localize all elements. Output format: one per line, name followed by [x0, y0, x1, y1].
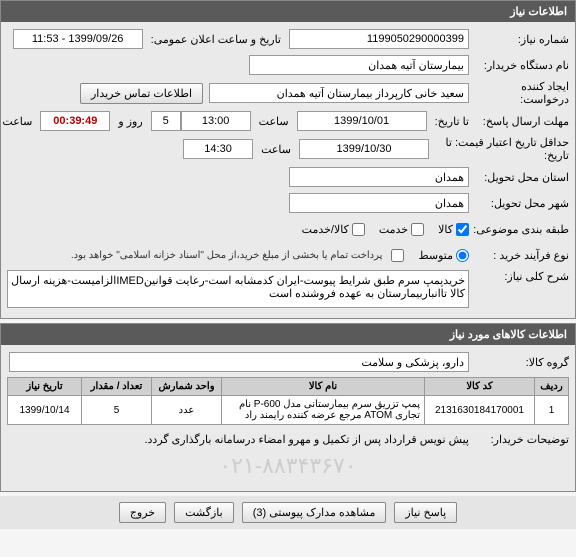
deadline-date-input[interactable]	[297, 111, 427, 131]
treasury-note: پرداخت تمام یا بخشی از مبلغ خرید،از محل …	[71, 250, 383, 261]
exit-button[interactable]: خروج	[119, 502, 166, 523]
chk-service-label: خدمت	[379, 223, 408, 236]
row-niaz-no: شماره نیاز: تاریخ و ساعت اعلان عمومی:	[7, 28, 569, 50]
days-input[interactable]	[151, 111, 181, 131]
th-date: تاریخ نیاز	[8, 378, 82, 396]
niaz-no-label: شماره نیاز:	[469, 33, 569, 46]
row-deadline: مهلت ارسال پاسخ: تا تاریخ: ساعت روز و سا…	[7, 110, 569, 132]
chk-goods-service[interactable]: کالا/خدمت	[302, 223, 365, 236]
valid-label: حداقل تاریخ اعتبار قیمت: تا تاریخ:	[429, 136, 569, 162]
deliver-prov-input[interactable]	[289, 167, 469, 187]
proc-label: نوع فرآیند خرید :	[469, 249, 569, 262]
th-code: کد کالا	[425, 378, 535, 396]
cell-unit: عدد	[152, 396, 222, 425]
need-info-header: اطلاعات نیاز	[1, 1, 575, 22]
th-row: ردیف	[535, 378, 569, 396]
watermark-phone: ۰۲۱-۸۸۳۴۳۶۷۰	[7, 453, 569, 479]
radio-mid-input[interactable]	[456, 249, 469, 262]
deliver-city-label: شهر محل تحویل:	[469, 197, 569, 210]
row-proc: نوع فرآیند خرید : متوسط پرداخت تمام یا ب…	[7, 244, 569, 266]
group-label: گروه کالا:	[469, 356, 569, 369]
cell-n: 1	[535, 396, 569, 425]
footer-bar: پاسخ نیاز مشاهده مدارک پیوستی (3) بازگشت…	[0, 496, 576, 529]
niaz-no-input[interactable]	[289, 29, 469, 49]
th-name: نام کالا	[222, 378, 425, 396]
pub-input[interactable]	[13, 29, 143, 49]
items-table: ردیف کد کالا نام کالا واحد شمارش تعداد /…	[7, 377, 569, 425]
chk-goods-input[interactable]	[456, 223, 469, 236]
creator-input[interactable]	[209, 83, 469, 103]
to-label: تا تاریخ:	[427, 115, 469, 128]
need-info-body: شماره نیاز: تاریخ و ساعت اعلان عمومی: نا…	[1, 22, 575, 318]
category-options: کالا خدمت کالا/خدمت	[302, 223, 469, 236]
group-input[interactable]	[9, 352, 469, 372]
cell-code: 2131630184170001	[425, 396, 535, 425]
row-buyer-org: نام دستگاه خریدار:	[7, 54, 569, 76]
cell-qty: 5	[82, 396, 152, 425]
items-body: گروه کالا: ردیف کد کالا نام کالا واحد شم…	[1, 345, 575, 491]
buyer-org-label: نام دستگاه خریدار:	[469, 59, 569, 72]
cell-name: پمپ تزریق سرم بیمارستانی مدل P-600 نام ت…	[222, 396, 425, 425]
radio-mid[interactable]: متوسط	[418, 249, 469, 262]
desc-textarea[interactable]	[7, 270, 469, 308]
attachments-button[interactable]: مشاهده مدارک پیوستی (3)	[242, 502, 387, 523]
items-header-row: ردیف کد کالا نام کالا واحد شمارش تعداد /…	[8, 378, 569, 396]
valid-time-input[interactable]	[183, 139, 253, 159]
th-unit: واحد شمارش	[152, 378, 222, 396]
chk-service-input[interactable]	[411, 223, 424, 236]
row-deliver-city: شهر محل تحویل:	[7, 192, 569, 214]
radio-mid-label: متوسط	[418, 249, 453, 262]
row-category: طبقه بندی موضوعی: کالا خدمت کالا/خدمت	[7, 218, 569, 240]
time-label-2: ساعت	[253, 143, 299, 156]
deliver-prov-label: استان محل تحویل:	[469, 171, 569, 184]
row-valid: حداقل تاریخ اعتبار قیمت: تا تاریخ: ساعت	[7, 136, 569, 162]
buyer-note-label: توضیحات خریدار:	[469, 433, 569, 446]
chk-goods[interactable]: کالا	[438, 223, 469, 236]
buyer-org-input[interactable]	[249, 55, 469, 75]
row-creator: ایجاد کننده درخواست: اطلاعات تماس خریدار	[7, 80, 569, 106]
row-desc: شرح کلی نیاز:	[7, 270, 569, 308]
row-group: گروه کالا:	[7, 351, 569, 373]
items-header: اطلاعات کالاهای مورد نیاز	[1, 324, 575, 345]
chk-treasury-input[interactable]	[391, 249, 404, 262]
row-deliver-prov: استان محل تحویل:	[7, 166, 569, 188]
chk-goods-label: کالا	[438, 223, 453, 236]
days-sep: روز و	[110, 115, 150, 128]
chk-service[interactable]: خدمت	[379, 223, 424, 236]
deadline-label: مهلت ارسال پاسخ:	[469, 115, 569, 128]
buyer-note-text: پیش نویس قرارداد پس از تکمیل و مهرو امضا…	[144, 433, 469, 446]
contact-buyer-button[interactable]: اطلاعات تماس خریدار	[80, 83, 203, 104]
chk-goods-service-label: کالا/خدمت	[302, 223, 349, 236]
deadline-time-input[interactable]	[181, 111, 251, 131]
th-qty: تعداد / مقدار	[82, 378, 152, 396]
respond-button[interactable]: پاسخ نیاز	[394, 502, 457, 523]
chk-treasury[interactable]: پرداخت تمام یا بخشی از مبلغ خرید،از محل …	[71, 249, 405, 262]
proc-options: متوسط	[418, 249, 469, 262]
timer-input	[40, 111, 110, 131]
creator-label: ایجاد کننده درخواست:	[469, 80, 569, 106]
back-button[interactable]: بازگشت	[174, 502, 234, 523]
valid-date-input[interactable]	[299, 139, 429, 159]
category-label: طبقه بندی موضوعی:	[469, 223, 569, 236]
pub-label: تاریخ و ساعت اعلان عمومی:	[143, 33, 289, 46]
table-row[interactable]: 1 2131630184170001 پمپ تزریق سرم بیمارست…	[8, 396, 569, 425]
row-buyer-note: توضیحات خریدار: پیش نویس قرارداد پس از ت…	[7, 433, 569, 455]
desc-label: شرح کلی نیاز:	[469, 270, 569, 283]
chk-goods-service-input[interactable]	[352, 223, 365, 236]
need-info-panel: اطلاعات نیاز شماره نیاز: تاریخ و ساعت اع…	[0, 0, 576, 319]
cell-date: 1399/10/14	[8, 396, 82, 425]
time-label-1: ساعت	[251, 115, 297, 128]
deliver-city-input[interactable]	[289, 193, 469, 213]
remain-label: ساعت باقی مانده	[0, 115, 40, 128]
items-panel: اطلاعات کالاهای مورد نیاز گروه کالا: ردی…	[0, 323, 576, 492]
